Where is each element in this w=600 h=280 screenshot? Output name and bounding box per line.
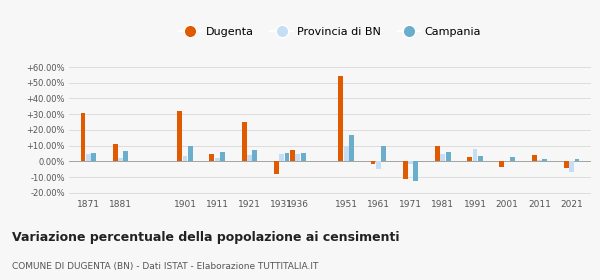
Bar xyxy=(177,111,182,161)
Bar xyxy=(124,151,128,161)
Bar xyxy=(440,153,445,161)
Bar xyxy=(473,149,478,161)
Bar xyxy=(274,161,279,174)
Bar xyxy=(118,158,123,161)
Bar xyxy=(344,146,349,161)
Bar xyxy=(338,76,343,161)
Bar xyxy=(284,153,289,161)
Bar xyxy=(376,161,381,169)
Bar xyxy=(371,161,376,164)
Bar xyxy=(564,161,569,168)
Bar xyxy=(220,152,225,161)
Bar xyxy=(295,154,300,161)
Bar xyxy=(209,153,214,161)
Text: COMUNE DI DUGENTA (BN) - Dati ISTAT - Elaborazione TUTTITALIA.IT: COMUNE DI DUGENTA (BN) - Dati ISTAT - El… xyxy=(12,262,319,271)
Bar xyxy=(532,155,536,161)
Bar xyxy=(349,135,354,161)
Bar xyxy=(301,153,305,161)
Bar xyxy=(569,161,574,172)
Bar xyxy=(247,155,252,161)
Bar xyxy=(510,157,515,161)
Bar xyxy=(499,161,505,167)
Bar xyxy=(188,146,193,161)
Bar xyxy=(279,153,284,161)
Bar xyxy=(408,161,413,164)
Bar xyxy=(80,113,85,161)
Bar xyxy=(381,146,386,161)
Bar xyxy=(242,122,247,161)
Bar xyxy=(290,150,295,161)
Legend: Dugenta, Provincia di BN, Campania: Dugenta, Provincia di BN, Campania xyxy=(175,22,485,41)
Bar xyxy=(86,153,91,161)
Bar xyxy=(215,158,220,161)
Bar xyxy=(253,150,257,161)
Bar xyxy=(478,156,483,161)
Bar xyxy=(467,157,472,161)
Bar xyxy=(542,159,547,161)
Bar xyxy=(403,161,407,179)
Bar xyxy=(413,161,418,181)
Bar xyxy=(113,144,118,161)
Bar xyxy=(182,156,187,161)
Bar xyxy=(446,152,451,161)
Bar xyxy=(537,160,542,161)
Bar xyxy=(435,146,440,161)
Bar xyxy=(575,159,580,161)
Text: Variazione percentuale della popolazione ai censimenti: Variazione percentuale della popolazione… xyxy=(12,231,400,244)
Bar xyxy=(91,153,96,161)
